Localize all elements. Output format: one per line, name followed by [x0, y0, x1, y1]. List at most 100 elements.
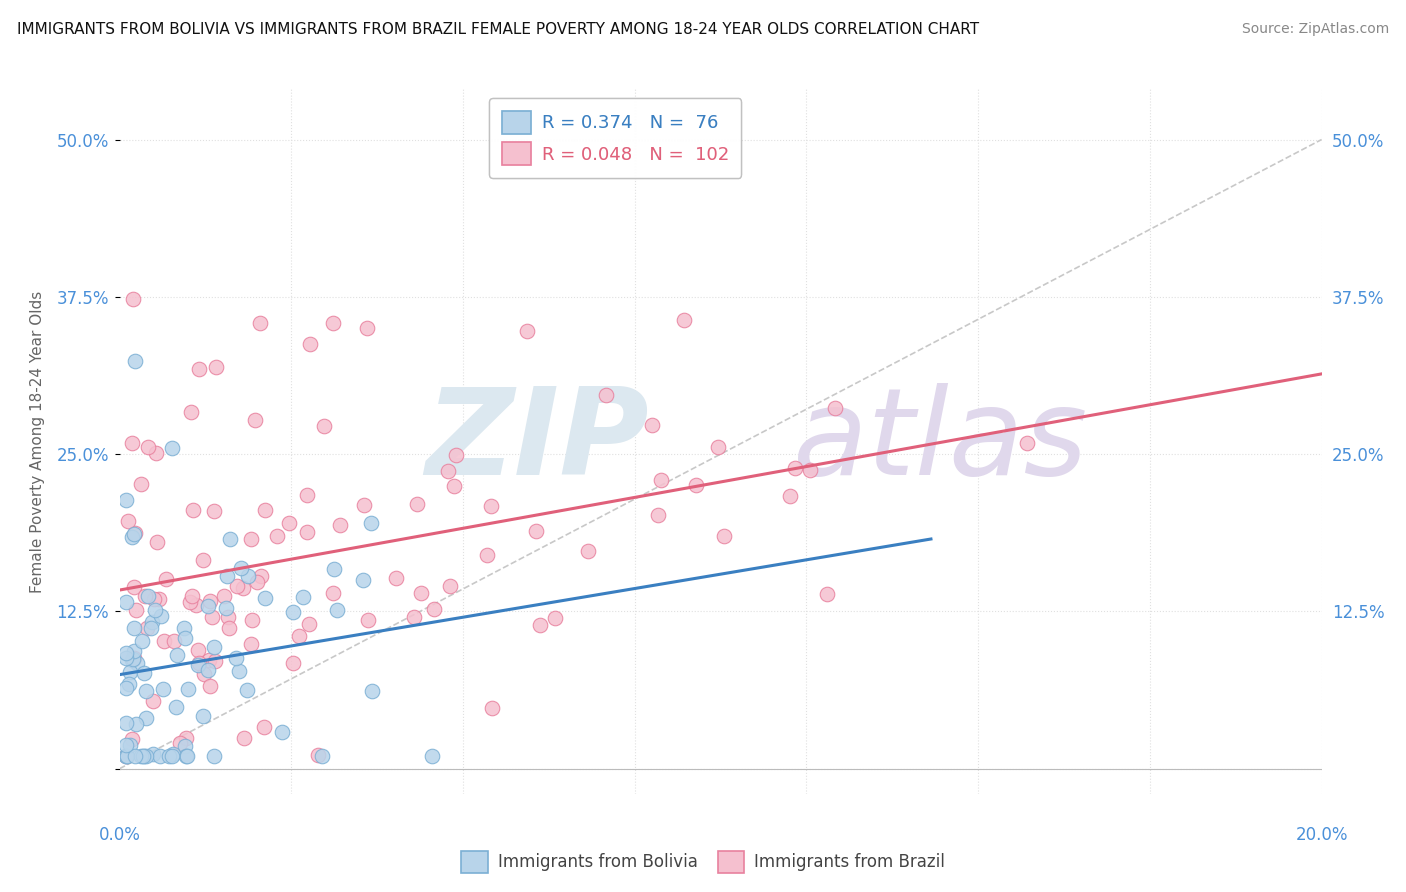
Point [231, 561, 253, 575]
Legend: Immigrants from Bolivia, Immigrants from Brazil: Immigrants from Bolivia, Immigrants from… [454, 845, 952, 880]
Point [131, 633, 153, 648]
Point [713, 529, 735, 543]
Point [114, 647, 136, 661]
Point [122, 526, 145, 541]
Point [217, 610, 239, 624]
Point [799, 463, 821, 477]
Point [278, 516, 301, 530]
Point [205, 359, 228, 374]
Point [446, 448, 468, 462]
Point [198, 679, 221, 693]
Point [198, 594, 221, 608]
Point [191, 709, 214, 723]
Point [124, 525, 146, 540]
Point [115, 651, 138, 665]
Point [136, 589, 159, 603]
Point [437, 464, 460, 478]
Point [162, 747, 184, 761]
Point [443, 479, 465, 493]
Point [1015, 436, 1038, 450]
Point [166, 648, 188, 662]
Point [122, 651, 145, 665]
Point [181, 502, 204, 516]
Point [824, 401, 846, 415]
Point [122, 644, 145, 658]
Point [114, 749, 136, 764]
Point [356, 321, 378, 335]
Point [145, 446, 167, 460]
Point [439, 579, 461, 593]
Point [197, 599, 219, 613]
Point [707, 440, 730, 454]
Point [295, 524, 318, 539]
Point [218, 621, 240, 635]
Point [783, 461, 806, 475]
Point [157, 749, 180, 764]
Point [120, 665, 142, 679]
Point [204, 504, 226, 518]
Point [266, 528, 288, 542]
Y-axis label: Female Poverty Among 18-24 Year Olds: Female Poverty Among 18-24 Year Olds [31, 291, 45, 592]
Point [516, 324, 538, 338]
Point [311, 749, 333, 764]
Text: atlas: atlas [793, 383, 1088, 500]
Point [142, 747, 165, 761]
Point [204, 654, 226, 668]
Point [143, 591, 166, 606]
Point [685, 478, 707, 492]
Point [117, 514, 139, 528]
Point [169, 736, 191, 750]
Point [214, 589, 236, 603]
Point [146, 535, 169, 549]
Point [121, 530, 143, 544]
Text: 20.0%: 20.0% [1295, 826, 1348, 844]
Point [173, 621, 195, 635]
Point [150, 608, 173, 623]
Point [647, 508, 669, 523]
Point [174, 739, 197, 753]
Point [114, 749, 136, 764]
Point [479, 500, 502, 514]
Point [281, 605, 304, 619]
Point [253, 503, 276, 517]
Point [180, 590, 202, 604]
Point [180, 405, 202, 419]
Point [124, 650, 146, 665]
Point [360, 516, 382, 531]
Point [215, 601, 238, 615]
Point [240, 637, 263, 651]
Point [288, 629, 311, 643]
Point [283, 656, 305, 670]
Point [219, 533, 242, 547]
Point [177, 681, 200, 696]
Point [135, 711, 157, 725]
Point [239, 532, 262, 546]
Point [232, 582, 254, 596]
Point [481, 700, 503, 714]
Legend: R = 0.374   N =  76, R = 0.048   N =  102: R = 0.374 N = 76, R = 0.048 N = 102 [489, 98, 741, 178]
Point [131, 477, 153, 491]
Point [187, 361, 209, 376]
Point [162, 749, 184, 764]
Point [174, 749, 197, 764]
Point [406, 497, 429, 511]
Point [253, 720, 276, 734]
Point [149, 749, 172, 764]
Point [325, 603, 347, 617]
Point [174, 631, 197, 645]
Point [135, 684, 157, 698]
Point [524, 524, 547, 538]
Point [641, 417, 664, 432]
Point [124, 716, 146, 731]
Point [186, 599, 208, 613]
Point [163, 633, 186, 648]
Point [118, 676, 141, 690]
Point [143, 602, 166, 616]
Point [201, 609, 224, 624]
Point [329, 518, 352, 533]
Point [253, 591, 276, 605]
Point [122, 580, 145, 594]
Point [141, 621, 163, 635]
Point [650, 473, 672, 487]
Point [225, 579, 247, 593]
